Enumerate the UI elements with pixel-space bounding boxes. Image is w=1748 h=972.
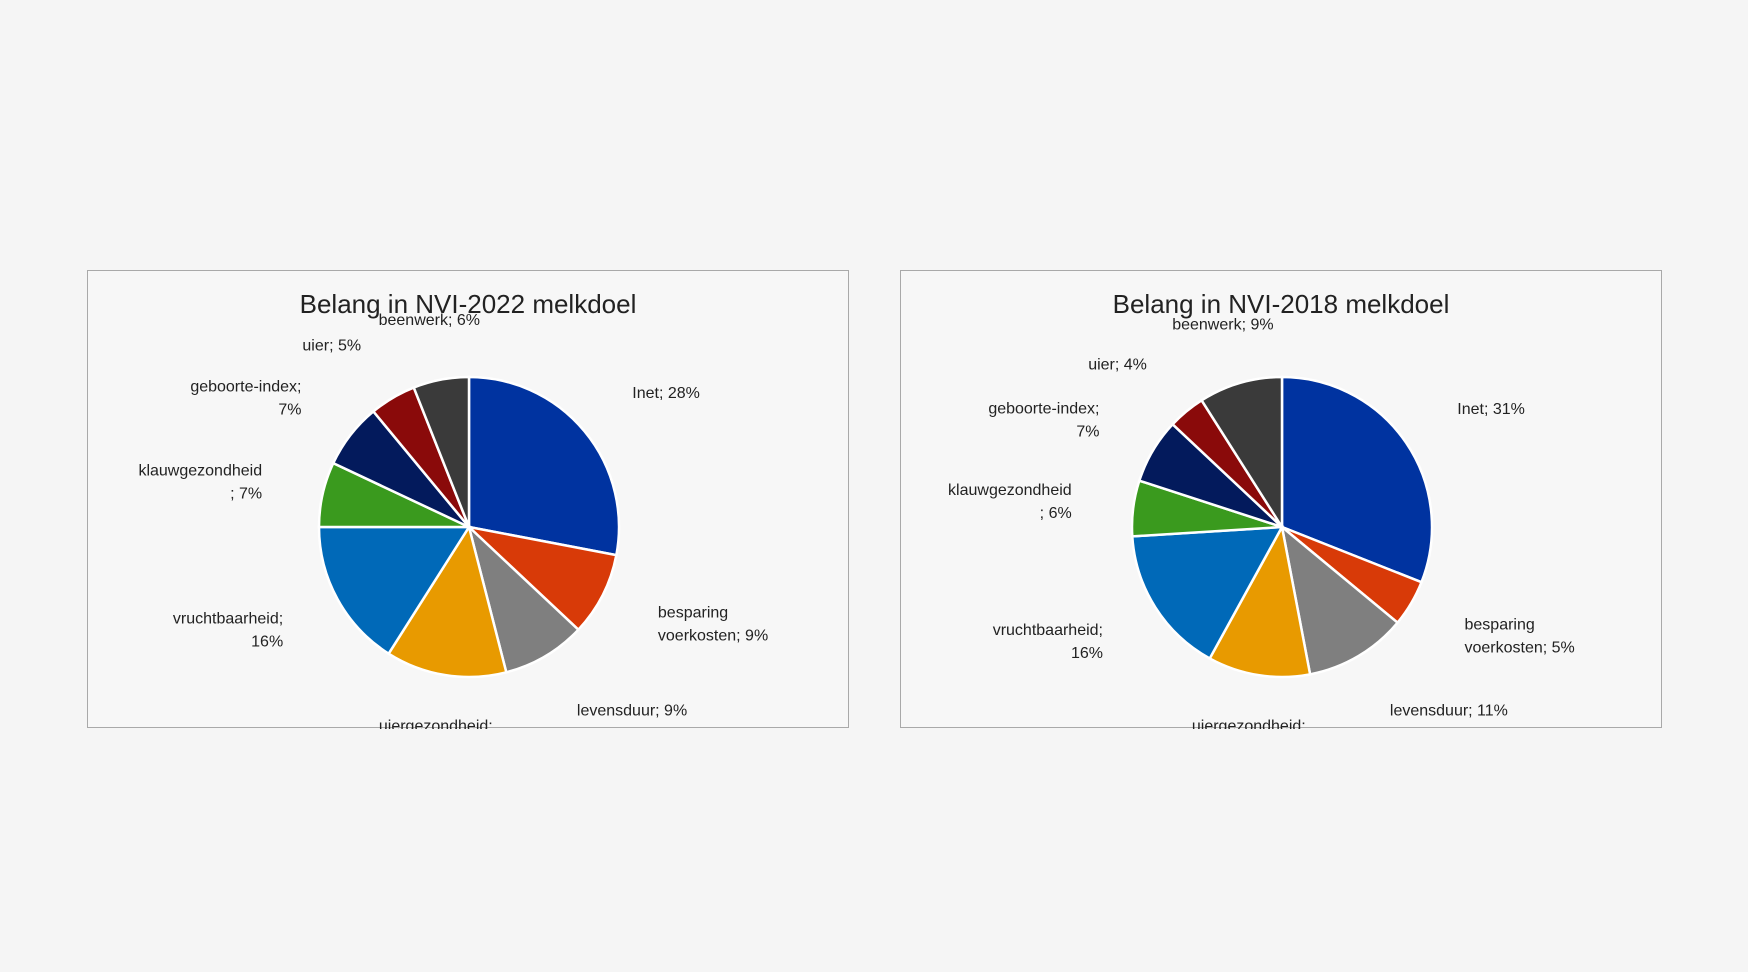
data-label-beenwerk: beenwerk; 9% <box>1172 316 1273 333</box>
data-label-line: uier; 5% <box>302 338 361 355</box>
data-label-uier: uier; 5% <box>302 338 361 355</box>
data-label-inet: Inet; 28% <box>632 385 700 402</box>
data-label-besparing-voerkosten: besparing voerkosten; 9% <box>658 605 768 645</box>
pie-slice-besparing-voerkosten <box>465 524 618 632</box>
data-label-line: beenwerk; 6% <box>379 312 480 329</box>
data-label-inet: Inet; 31% <box>1457 401 1525 418</box>
chart-panel-nvi-2022: Belang in NVI-2022 melkdoel Inet; 28% bes… <box>87 270 849 729</box>
data-label-line: ; 7% <box>230 485 262 502</box>
data-label-line: besparing <box>658 605 728 622</box>
data-label-line: 7% <box>278 402 301 419</box>
data-label-uiergezondheid: uiergezondheid;11% <box>1192 718 1306 729</box>
pie-slice-uiergezondheid <box>386 523 508 679</box>
data-label-klauwgezondheid: klauwgezondheid ; 6% <box>948 482 1072 522</box>
data-label-line: beenwerk; 9% <box>1172 316 1273 333</box>
data-label-line: uier; 4% <box>1088 357 1147 374</box>
data-label-line: Inet; 31% <box>1457 401 1525 418</box>
data-label-line: uiergezondheid; <box>379 718 493 729</box>
data-label-line: vruchtbaarheid; <box>173 611 283 628</box>
data-label-line: levensduur; 9% <box>577 703 687 720</box>
pie-slice-inet <box>467 375 621 557</box>
data-label-line: geboorte-index; <box>190 379 301 396</box>
data-label-line: ; 6% <box>1040 505 1072 522</box>
pie-slice-levensduur <box>466 523 581 674</box>
data-label-klauwgezondheid: klauwgezondheid ; 7% <box>138 462 262 502</box>
data-label-line: 16% <box>251 634 283 651</box>
pie-slice-beenwerk <box>412 375 471 528</box>
data-label-line: klauwgezondheid <box>138 462 262 479</box>
data-label-line: levensduur; 11% <box>1390 703 1508 720</box>
data-label-uier: uier; 4% <box>1088 357 1147 374</box>
chart-title: Belang in NVI-2022 melkdoel <box>299 289 637 319</box>
data-label-uiergezondheid: uiergezondheid;13% <box>379 718 493 729</box>
data-label-line: 16% <box>1071 645 1103 662</box>
data-label-line: vruchtbaarheid; <box>993 622 1103 639</box>
pie-slice-vruchtbaarheid <box>317 525 472 656</box>
pie-slice-levensduur <box>1280 523 1400 676</box>
data-label-line: uiergezondheid; <box>1192 718 1306 729</box>
data-label-line: geboorte-index; <box>988 401 1099 418</box>
data-label-geboorte-index: geboorte-index; 7% <box>190 379 301 419</box>
chart-panel-nvi-2018: Belang in NVI-2018 melkdoel Inet; 31% bes… <box>900 270 1662 729</box>
data-label-levensduur: levensduur; 9% <box>577 703 687 720</box>
pie-slice-inet <box>1280 375 1434 584</box>
pie-slice-uiergezondheid <box>1208 523 1312 679</box>
data-label-beenwerk: beenwerk; 6% <box>379 312 480 329</box>
pie-slice-vruchtbaarheid <box>1130 525 1285 661</box>
data-label-line: Inet; 28% <box>632 385 700 402</box>
chart-title: Belang in NVI-2018 melkdoel <box>1112 289 1450 319</box>
data-label-vruchtbaarheid: vruchtbaarheid; 16% <box>173 611 283 651</box>
data-label-line: 7% <box>1076 424 1099 441</box>
data-label-levensduur: levensduur; 11% <box>1390 703 1508 720</box>
pie-slice-beenwerk <box>1199 375 1284 532</box>
pie-chart-nvi-2018: Inet; 31% besparing voerkosten; 5% levensdu… <box>948 316 1575 729</box>
data-label-line: klauwgezondheid <box>948 482 1072 499</box>
data-label-line: besparing <box>1465 616 1535 633</box>
pie-chart-nvi-2022: Inet; 28% besparing voerkosten; 9% levensdu… <box>138 312 768 729</box>
data-label-geboorte-index: geboorte-index; 7% <box>988 401 1099 441</box>
data-label-vruchtbaarheid: vruchtbaarheid; 16% <box>993 622 1103 662</box>
data-label-besparing-voerkosten: besparing voerkosten; 5% <box>1465 616 1575 656</box>
data-label-line: voerkosten; 9% <box>658 628 768 645</box>
data-label-line: voerkosten; 5% <box>1465 639 1575 656</box>
